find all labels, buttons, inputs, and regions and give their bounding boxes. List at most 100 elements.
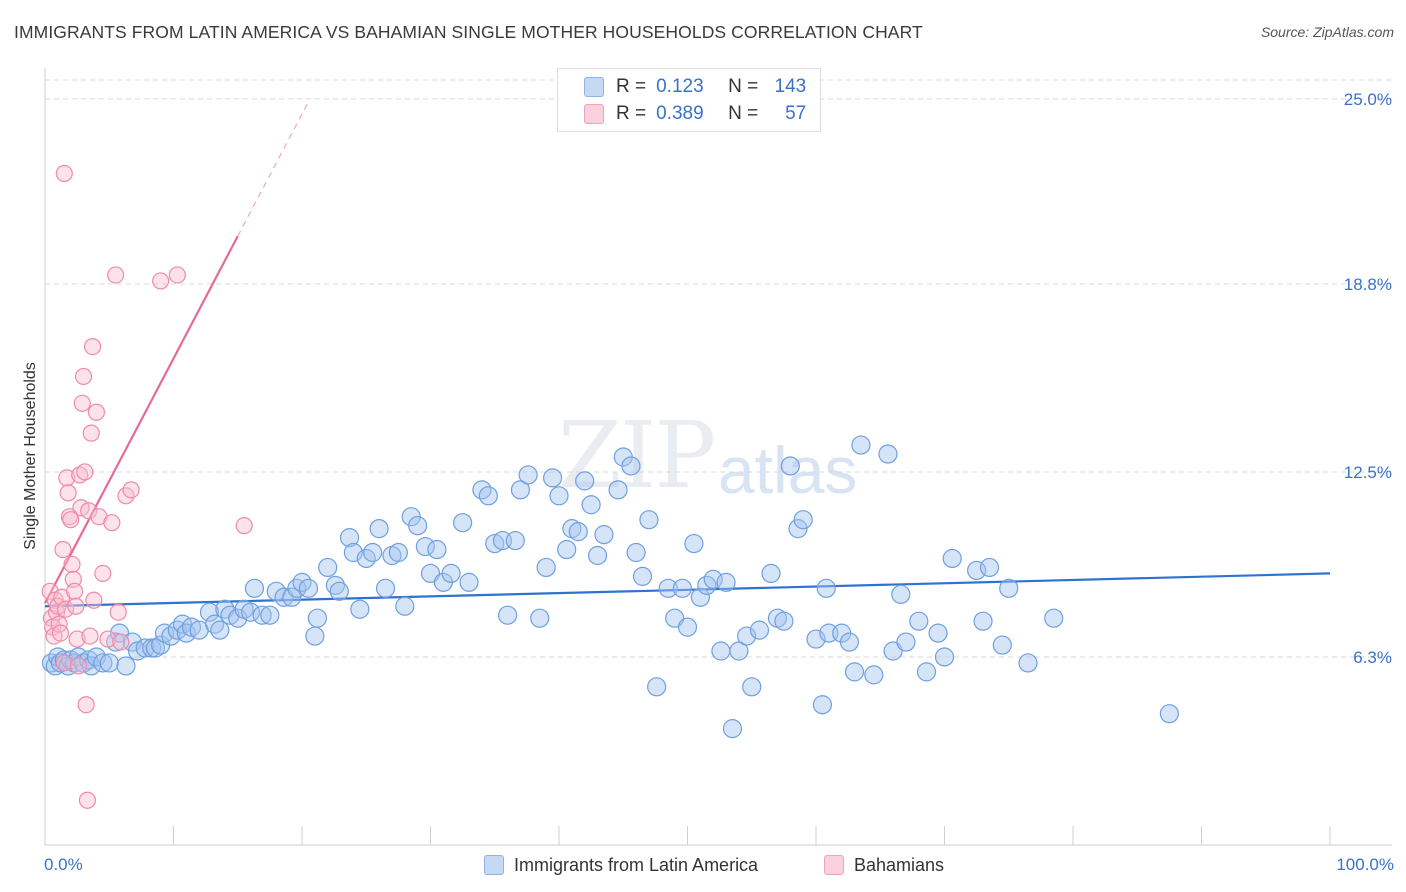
point-bahamians — [76, 463, 94, 481]
point-immigrants — [282, 587, 302, 607]
point-immigrants — [909, 611, 929, 631]
point-immigrants — [942, 548, 962, 569]
correlation-legend: R = 0.123 N = 143 R = 0.389 N = 57 — [557, 68, 821, 132]
y-tick-label: 12.5% — [1344, 463, 1392, 482]
point-bahamians — [81, 627, 99, 645]
source-label: Source: ZipAtlas.com — [1260, 24, 1394, 40]
point-bahamians — [122, 481, 140, 499]
point-bahamians — [87, 403, 106, 421]
series-bahamians-points — [41, 164, 253, 809]
point-bahamians — [73, 394, 91, 412]
point-immigrants — [979, 557, 1000, 578]
point-immigrants — [339, 527, 360, 548]
point-immigrants — [363, 542, 383, 563]
point-immigrants — [305, 626, 325, 646]
point-bahamians — [94, 564, 112, 583]
point-immigrants — [973, 611, 993, 631]
bottom-legend-bahamians: Bahamians — [824, 852, 944, 878]
point-immigrants — [749, 620, 770, 640]
point-immigrants — [1018, 653, 1038, 673]
point-immigrants — [594, 525, 614, 545]
point-immigrants — [210, 620, 230, 640]
point-immigrants — [677, 617, 698, 637]
point-immigrants — [658, 578, 678, 598]
x-tick-label: 100.0% — [1336, 855, 1394, 874]
legend-r-label: R = — [616, 103, 647, 124]
point-immigrants — [220, 605, 240, 625]
point-bahamians — [56, 600, 75, 618]
point-immigrants — [711, 641, 731, 661]
point-immigrants — [244, 578, 265, 598]
point-immigrants — [878, 444, 898, 464]
y-tick-label: 18.8% — [1344, 275, 1392, 294]
point-immigrants — [690, 587, 710, 607]
point-immigrants — [761, 563, 781, 584]
point-immigrants — [415, 536, 435, 557]
point-immigrants — [568, 522, 588, 542]
point-immigrants — [684, 533, 704, 554]
point-immigrants — [549, 486, 569, 506]
point-bahamians — [62, 511, 80, 529]
point-immigrants — [350, 599, 370, 619]
point-immigrants — [135, 638, 155, 658]
point-immigrants — [298, 578, 319, 598]
point-immigrants — [485, 533, 505, 554]
x-tick-label: 0.0% — [44, 855, 83, 874]
point-immigrants — [427, 539, 447, 560]
point-immigrants — [793, 510, 813, 530]
point-bahamians — [78, 791, 97, 809]
bottom-legend-label-bahamians: Bahamians — [854, 854, 945, 875]
legend-row-bahamians: R = 0.389 N = 57 — [584, 102, 806, 126]
point-immigrants — [774, 611, 794, 631]
point-immigrants — [369, 519, 389, 539]
point-immigrants — [329, 581, 349, 601]
point-bahamians — [55, 654, 73, 672]
legend-swatch-pink — [584, 104, 604, 124]
point-bahamians — [82, 424, 100, 442]
point-bahamians — [69, 657, 88, 675]
legend-swatch-blue — [584, 77, 604, 97]
trend-lines — [44, 101, 1331, 608]
point-immigrants — [992, 635, 1012, 655]
point-immigrants — [626, 542, 646, 563]
point-bahamians — [74, 367, 93, 386]
point-immigrants — [181, 617, 202, 637]
point-immigrants — [241, 602, 261, 622]
point-immigrants — [1159, 704, 1179, 724]
point-immigrants — [388, 542, 408, 563]
point-bahamians — [80, 502, 98, 520]
point-immigrants — [587, 545, 608, 566]
point-bahamians — [55, 164, 73, 183]
point-immigrants — [812, 695, 833, 715]
legend-r-label: R = — [616, 76, 647, 97]
axes — [44, 68, 1392, 846]
bottom-legend-label-immigrants: Immigrants from Latin America — [514, 854, 759, 875]
point-immigrants — [453, 513, 473, 533]
point-immigrants — [478, 486, 498, 506]
point-immigrants — [896, 632, 916, 652]
point-immigrants — [780, 456, 800, 476]
point-immigrants — [647, 677, 667, 697]
point-bahamians — [59, 484, 77, 502]
point-immigrants — [252, 605, 272, 625]
legend-r-value: 0.389 — [656, 103, 704, 124]
trend-line-bahamians-extension — [237, 101, 309, 237]
point-immigrants — [1044, 608, 1064, 628]
series-immigrants-points — [41, 435, 1179, 739]
point-bahamians — [107, 266, 125, 284]
bottom-swatch-blue — [484, 855, 504, 875]
point-immigrants — [672, 578, 692, 598]
point-immigrants — [788, 519, 808, 539]
legend-row-immigrants: R = 0.123 N = 143 — [584, 75, 806, 99]
watermark-zip: ZIP — [558, 402, 716, 509]
bottom-legend-immigrants: Immigrants from Latin America — [484, 852, 758, 878]
legend-n-value: 143 — [774, 76, 807, 97]
point-bahamians — [51, 624, 70, 642]
point-bahamians — [54, 540, 72, 559]
point-immigrants — [498, 605, 518, 625]
legend-n-value: 57 — [785, 103, 807, 124]
point-immigrants — [864, 665, 884, 685]
point-bahamians — [58, 469, 76, 487]
point-immigrants — [307, 608, 328, 628]
point-immigrants — [839, 632, 860, 652]
